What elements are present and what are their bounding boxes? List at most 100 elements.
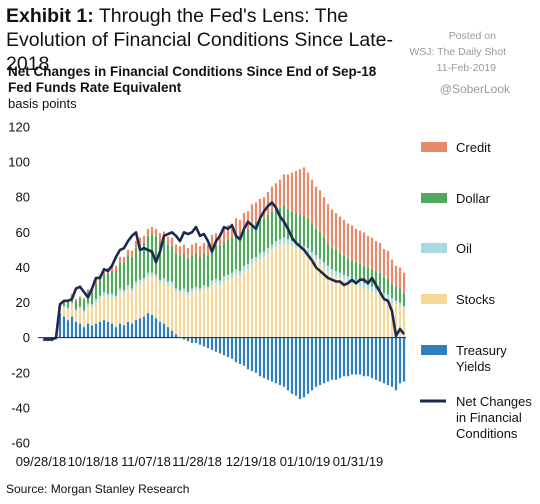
bar-treasury [138,318,142,338]
bar-treasury [374,337,378,380]
bar-treasury [82,327,86,338]
bar-credit [386,250,390,279]
bar-dollar [306,218,310,249]
bar-credit [290,172,294,212]
bar-stocks [218,285,222,338]
bar-stocks [174,292,178,335]
bar-dollar [218,245,222,281]
bar-oil [238,270,242,277]
bar-treasury [330,337,334,380]
chart-title-line-1: Net Changes in Financial Conditions Sinc… [8,64,377,79]
bar-treasury [270,337,274,382]
bar-oil [118,288,122,293]
legend-swatch-treasury [421,345,447,355]
bar-credit [122,256,126,263]
bar-credit [322,197,326,238]
bar-oil [122,290,126,294]
legend-label-dollar: Dollar [456,191,491,206]
bar-credit [286,174,290,210]
bar-credit [262,197,266,219]
exhibit-title: Exhibit 1: Through the Fed's Lens: The E… [6,4,426,76]
bar-treasury [142,316,146,338]
bar-oil [162,277,166,282]
bar-stocks [194,290,198,338]
bar-stocks [238,276,242,338]
bar-credit [210,234,214,248]
y-tick-label: 80 [16,190,30,205]
bar-treasury [246,337,250,370]
bar-stocks [222,281,226,338]
bar-oil [110,293,114,298]
bar-treasury [294,337,298,396]
bar-dollar [362,265,366,284]
net-line [44,201,406,341]
bar-stocks [374,293,378,338]
bar-stocks [126,288,130,322]
bar-dollar [298,214,302,245]
bar-credit [126,249,130,256]
bar-stocks [138,283,142,319]
bar-stocks [290,246,294,338]
bar-treasury [170,330,174,338]
bar-treasury [206,337,210,349]
bar-oil [86,303,90,307]
bar-credit [158,233,162,242]
bar-dollar [346,258,350,277]
bar-treasury [402,337,406,382]
bar-treasury [174,334,178,338]
bar-stocks [190,292,194,338]
bar-oil [62,306,66,308]
bar-credit [258,198,262,221]
bar-oil [290,241,294,247]
bar-treasury [338,337,342,379]
bar-dollar [402,293,406,307]
bar-dollar [322,237,326,263]
bar-oil [98,295,102,300]
bar-oil [90,304,94,308]
bar-oil [170,281,174,285]
bar-oil [222,276,226,282]
bar-stocks [266,253,270,338]
x-tick-label: 01/10/19 [280,454,331,469]
bar-dollar [62,302,66,307]
bar-treasury [126,321,130,338]
bar-credit [314,186,318,229]
bar-credit [142,235,146,243]
posted-on: Posted on [448,30,496,42]
bar-dollar [226,239,230,275]
bar-treasury [162,323,166,338]
bar-stocks [386,299,390,338]
bar-stocks [98,299,102,322]
bar-oil [278,239,282,245]
bar-treasury [78,323,82,338]
bar-treasury [354,337,358,375]
bar-credit [70,293,74,296]
bar-stocks [278,244,282,338]
bar-treasury [382,337,386,384]
bar-oil [390,298,394,303]
bar-treasury [366,337,370,377]
exhibit-label: Exhibit 1: [6,5,94,27]
x-tick-label: 01/31/19 [333,454,384,469]
legend: Credit Dollar Oil Stocks Treasury Yields Net C… [420,140,532,441]
bar-stocks [66,309,70,321]
legend-label-line: Yields [456,359,491,374]
bar-treasury [150,314,154,338]
bar-credit [102,270,106,275]
bar-oil [126,285,130,289]
bar-credit [330,209,334,249]
bar-oil [286,239,290,245]
bar-dollar [290,211,294,242]
bar-credit [266,191,270,215]
bar-credit [242,213,246,231]
bar-credit [226,225,230,240]
bar-treasury [210,337,214,350]
bar-stocks [178,293,182,338]
bar-dollar [314,228,318,256]
bar-treasury [114,327,118,338]
bar-dollar [270,211,274,245]
bar-oil [158,279,162,284]
bar-credit [346,223,350,259]
bar-stocks [90,307,94,326]
bar-treasury [306,337,310,394]
